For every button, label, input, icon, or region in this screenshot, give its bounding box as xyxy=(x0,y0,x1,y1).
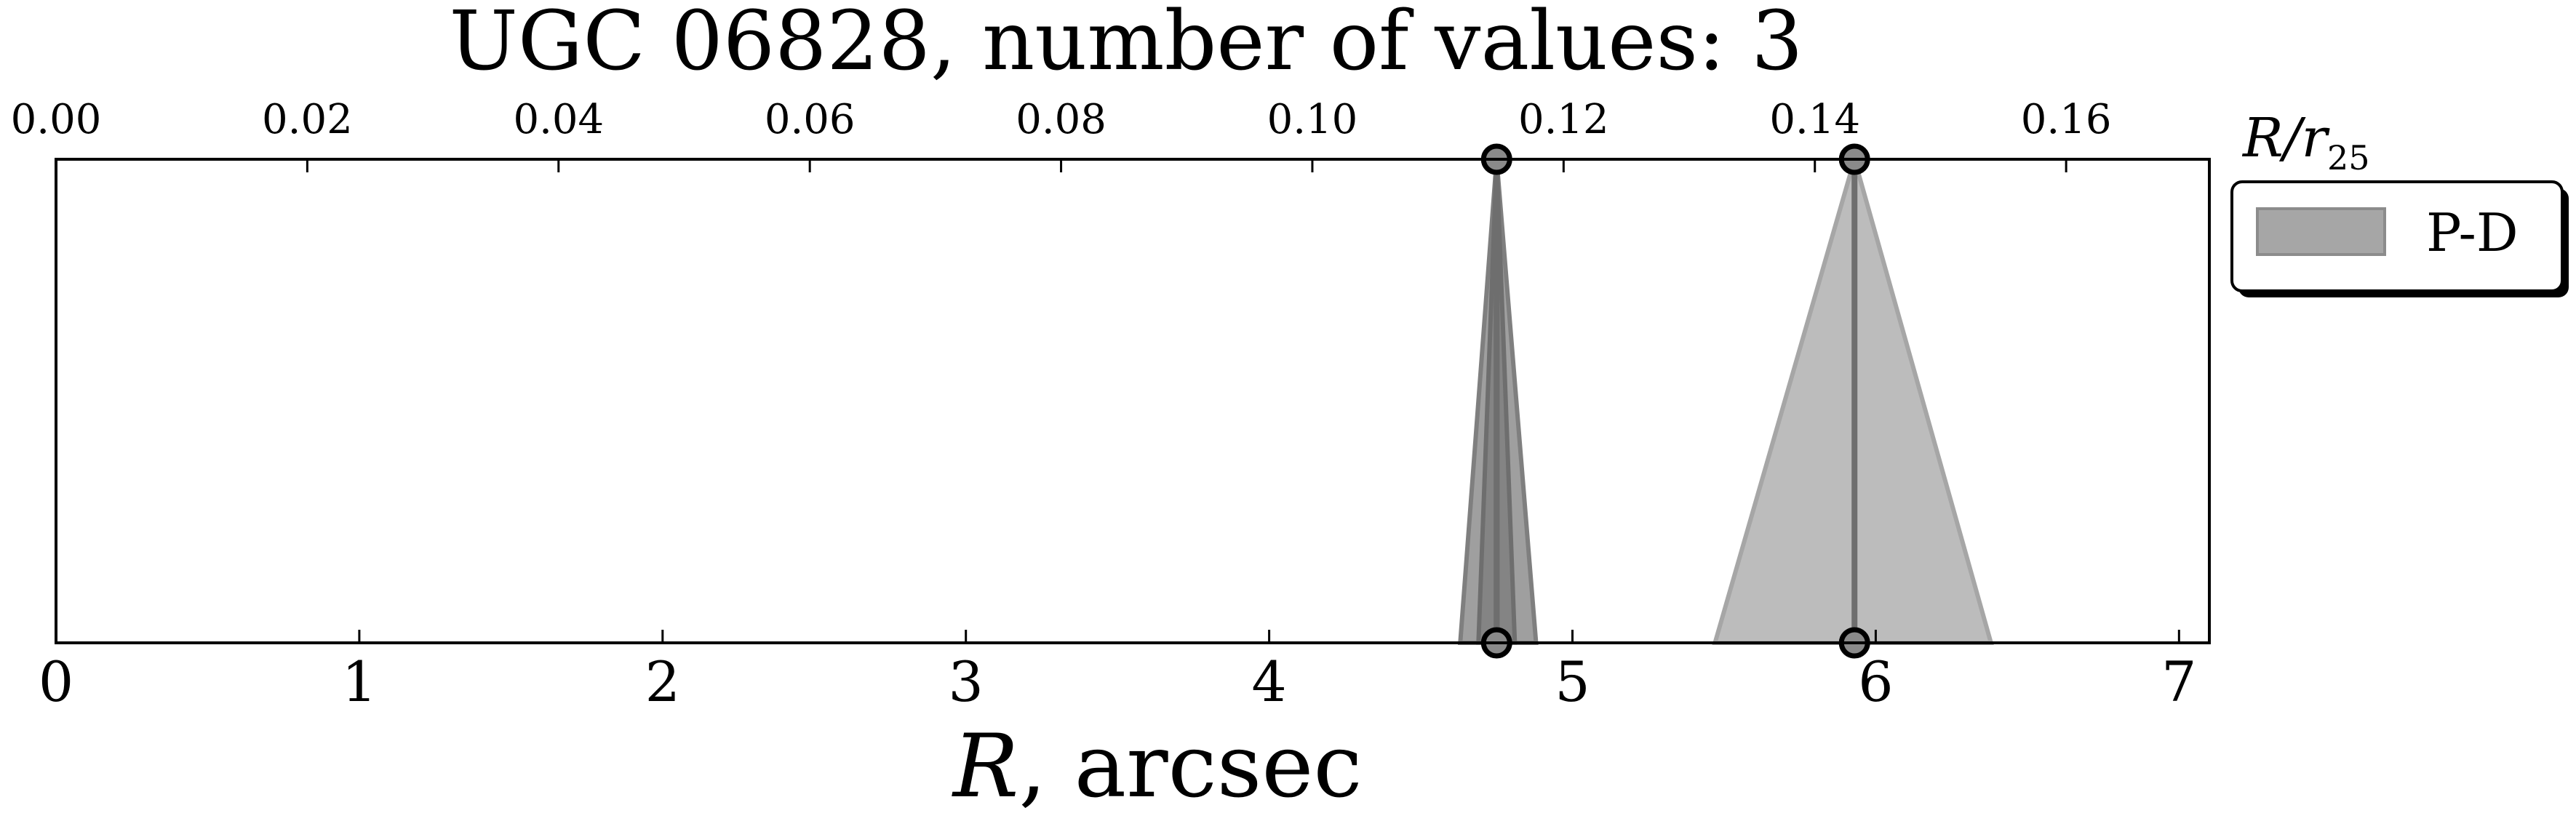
top-tick-label: 0.10 xyxy=(1267,96,1358,143)
top-tick-label: 0.14 xyxy=(1769,96,1860,143)
plot-frame xyxy=(55,158,2211,644)
x-axis-label-rest: , arcsec xyxy=(1018,716,1362,817)
top-axis-label-sub: 25 xyxy=(2327,138,2370,177)
x-axis-label-var: R xyxy=(952,716,1018,817)
x-tick-label: 2 xyxy=(645,649,680,714)
top-tick-label: 0.08 xyxy=(1016,96,1106,143)
x-tick-label: 4 xyxy=(1251,649,1286,714)
x-tick-label: 7 xyxy=(2161,649,2196,714)
top-tick-label: 0.00 xyxy=(11,96,102,143)
tick-layer: 0 1 2 3 4 5 6 7 0.00 0.02 0.04 0.06 0.08 0.10 0.12 0.14… xyxy=(11,96,2197,714)
top-tick-label: 0.16 xyxy=(2021,96,2112,143)
legend-swatch xyxy=(2256,207,2386,256)
top-axis-label-main: R/r xyxy=(2241,107,2331,169)
top-tick-label: 0.02 xyxy=(262,96,353,143)
x-tick-label: 5 xyxy=(1555,649,1590,714)
x-tick-label: 3 xyxy=(949,649,984,714)
data-layer xyxy=(1458,143,1994,659)
top-tick-label: 0.04 xyxy=(513,96,604,143)
x-axis-label: R, arcsec xyxy=(952,716,1363,817)
top-tick-label: 0.12 xyxy=(1518,96,1609,143)
legend: P-D xyxy=(2230,180,2569,297)
x-tick-label: 1 xyxy=(342,649,377,714)
legend-label: P-D xyxy=(2426,202,2519,263)
chart-title: UGC 06828, number of values: 3 xyxy=(449,0,1803,89)
x-tick-label: 6 xyxy=(1858,649,1893,714)
x-tick-label: 0 xyxy=(39,649,73,714)
top-tick-label: 0.06 xyxy=(765,96,856,143)
top-axis-label: R/r25 xyxy=(2241,107,2370,177)
